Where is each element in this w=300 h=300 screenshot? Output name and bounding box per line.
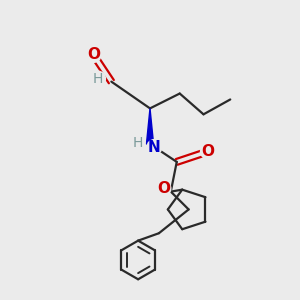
Circle shape (86, 47, 101, 62)
Text: O: O (87, 47, 100, 62)
Circle shape (130, 135, 145, 150)
Text: O: O (157, 181, 170, 196)
Circle shape (91, 71, 105, 86)
Text: H: H (132, 136, 143, 150)
Text: O: O (202, 144, 214, 159)
Circle shape (147, 140, 162, 154)
Text: N: N (148, 140, 161, 154)
Circle shape (156, 181, 171, 196)
Text: H: H (93, 72, 103, 86)
Polygon shape (146, 108, 154, 144)
Circle shape (200, 144, 215, 159)
